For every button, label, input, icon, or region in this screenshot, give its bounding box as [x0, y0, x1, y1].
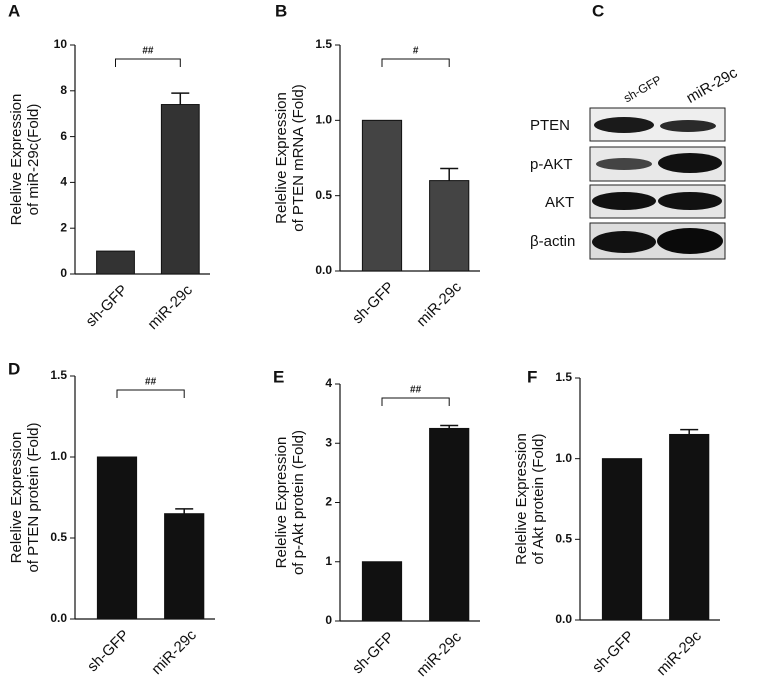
y-tick-label: 0.5 — [50, 530, 67, 544]
blot-band — [592, 192, 656, 210]
blot-band — [657, 228, 723, 254]
y-tick-label: 0.0 — [315, 263, 332, 277]
bar — [160, 104, 200, 275]
blot-row-label: β-actin — [530, 233, 575, 250]
y-tick-label: 1.0 — [315, 113, 332, 127]
bar — [96, 456, 138, 620]
y-tick-label: 10 — [54, 37, 68, 51]
y-tick-label: 8 — [60, 83, 67, 97]
y-axis-label: Relelive Expression — [8, 94, 25, 226]
x-tick-label: miR-29c — [144, 281, 196, 333]
y-tick-label: 1.0 — [555, 451, 572, 465]
y-tick-label: 6 — [60, 129, 67, 143]
bar — [429, 180, 470, 272]
blot-row-label: p-AKT — [530, 156, 573, 173]
x-tick-label: sh-GFP — [589, 628, 638, 677]
panel-letter: F — [527, 367, 537, 386]
blot-row-label: AKT — [545, 194, 574, 211]
x-tick-label: miR-29c — [413, 278, 465, 330]
panel-letter: E — [273, 367, 284, 386]
y-axis-label: of PTEN protein (Fold) — [25, 422, 42, 572]
x-tick-label: miR-29c — [413, 628, 465, 680]
y-tick-label: 1 — [325, 554, 332, 568]
bar — [429, 427, 470, 622]
y-tick-label: 0.0 — [555, 612, 572, 626]
y-tick-label: 4 — [325, 376, 332, 390]
y-axis-label: Relelive Expression — [273, 92, 290, 224]
y-tick-label: 2 — [325, 495, 332, 509]
x-tick-label: sh-GFP — [349, 629, 398, 678]
y-axis-label: Relelive Expression — [8, 432, 25, 564]
y-axis-label: of PTEN mRNA (Fold) — [290, 84, 307, 232]
bar — [669, 433, 710, 621]
y-axis-label: of Akt protein (Fold) — [530, 434, 547, 565]
panel-letter: A — [8, 1, 20, 20]
y-axis-label: of miR-29c(Fold) — [25, 104, 42, 216]
x-tick-label: sh-GFP — [83, 282, 132, 331]
y-tick-label: 1.5 — [315, 37, 332, 51]
y-tick-label: 1.5 — [50, 368, 67, 382]
significance-label: ## — [410, 385, 422, 396]
y-tick-label: 0.0 — [50, 611, 67, 625]
blot-band — [594, 117, 654, 133]
blot-band — [592, 231, 656, 253]
blot-column: sh-GFP — [621, 73, 664, 106]
x-tick-label: sh-GFP — [84, 627, 133, 676]
y-tick-label: 0.5 — [315, 188, 332, 202]
bar — [96, 250, 135, 275]
y-tick-label: 1.0 — [50, 449, 67, 463]
x-tick-label: miR-29c — [653, 627, 705, 679]
y-tick-label: 0 — [325, 613, 332, 627]
significance-bracket — [381, 397, 450, 406]
blot-band — [658, 153, 722, 173]
y-tick-label: 2 — [60, 220, 67, 234]
x-tick-label: miR-29c — [148, 626, 200, 678]
blot-band — [660, 120, 716, 132]
y-tick-label: 1.5 — [555, 370, 572, 384]
significance-bracket — [381, 58, 450, 67]
y-tick-label: 3 — [325, 435, 332, 449]
y-tick-label: 4 — [60, 175, 67, 189]
y-axis-label: Relelive Expression — [273, 437, 290, 569]
x-tick-label: sh-GFP — [349, 279, 398, 328]
bar — [164, 513, 205, 620]
western-blot: C sh-GFP miR-29c PTEN p-AKT AKT β-actin — [530, 1, 741, 260]
panel-letter: D — [8, 359, 20, 378]
y-tick-label: 0.5 — [555, 532, 572, 546]
bar — [601, 458, 643, 621]
y-axis-label: of p-Akt protein (Fold) — [290, 430, 307, 575]
significance-label: ## — [145, 377, 157, 388]
significance-label: ## — [142, 46, 154, 57]
blot-band — [596, 158, 652, 170]
blot-band — [658, 192, 722, 210]
significance-label: # — [413, 46, 419, 57]
bar — [361, 119, 403, 272]
blot-row-label: PTEN — [530, 117, 570, 134]
bar — [361, 561, 403, 622]
panel-letter: C — [592, 1, 604, 20]
blot-column: miR-29c — [683, 64, 740, 107]
panel-letter: B — [275, 1, 287, 20]
significance-bracket — [115, 58, 181, 67]
significance-bracket — [116, 389, 185, 398]
y-axis-label: Relelive Expression — [513, 433, 530, 565]
y-tick-label: 0 — [60, 266, 67, 280]
